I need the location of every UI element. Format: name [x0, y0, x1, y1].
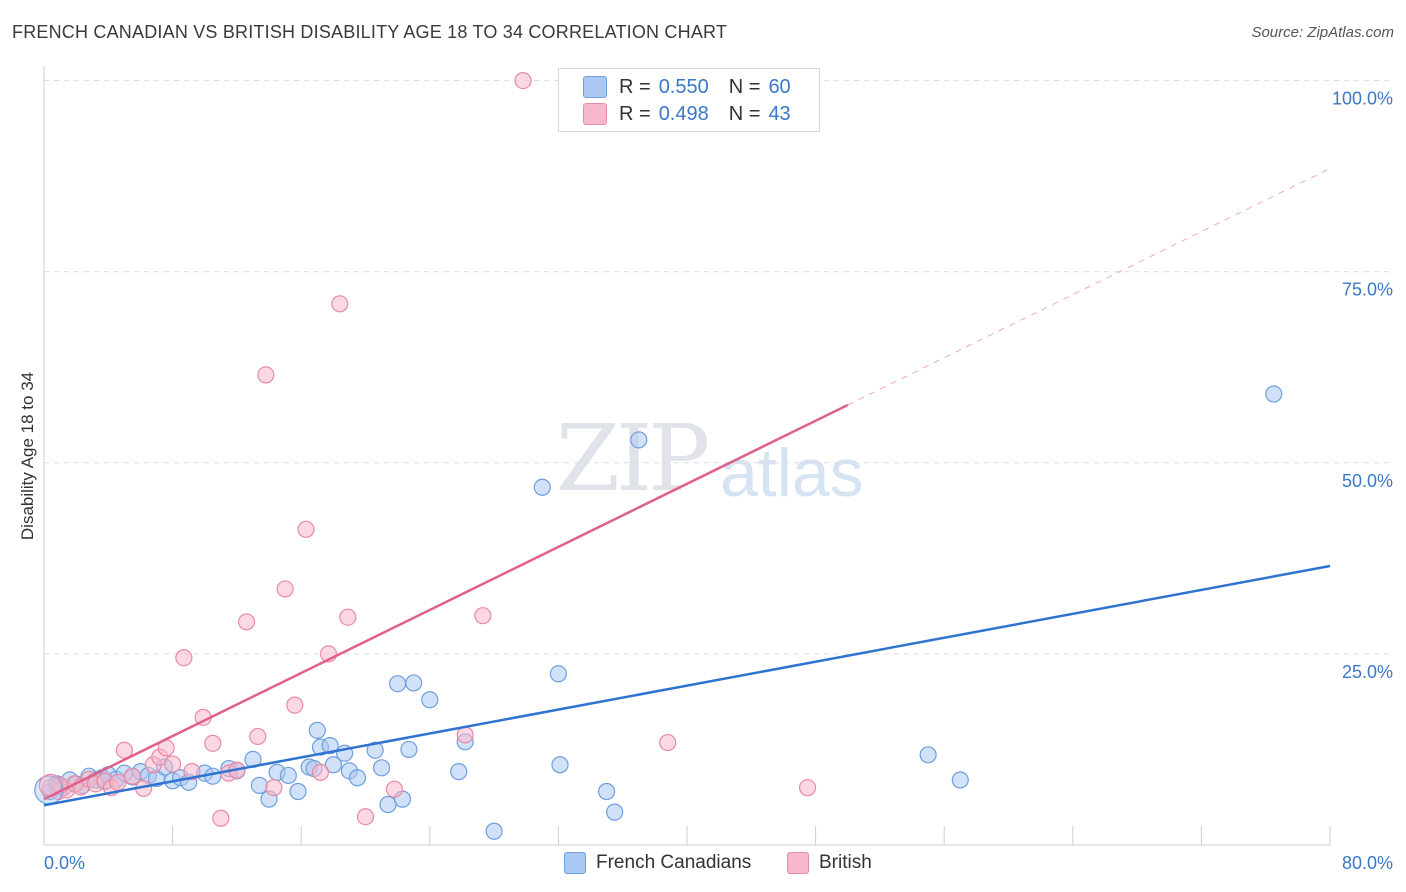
french-point-49	[485, 822, 503, 840]
british-point-30	[297, 520, 315, 538]
french-legend-label: French Canadians	[596, 852, 752, 873]
french-n-value: 60	[768, 75, 791, 98]
y-tick-label-75: 75.0%	[1342, 280, 1393, 300]
y-tick-label-50: 50.0%	[1342, 471, 1393, 491]
british-point-18	[183, 763, 201, 781]
french-point-29	[289, 782, 307, 801]
british-point-28	[276, 580, 294, 598]
french-point-58	[1265, 385, 1283, 403]
french-legend-swatch	[564, 852, 586, 874]
x-tick-label-max: 80.0%	[1342, 853, 1393, 873]
british-legend-swatch	[787, 852, 809, 874]
british-trend-line	[43, 403, 849, 801]
legend-row-french: R = 0.550 N = 60	[583, 75, 791, 99]
british-r-value: 0.498	[658, 102, 709, 125]
british-point-34	[339, 608, 357, 626]
british-point-31	[311, 763, 330, 781]
french-n-label: N =	[728, 75, 761, 98]
british-point-17	[175, 649, 193, 667]
french-point-53	[598, 782, 616, 801]
french-r-label: R =	[619, 75, 651, 98]
british-trend-extension	[847, 168, 1331, 406]
french-point-54	[606, 803, 624, 821]
french-point-47	[450, 763, 468, 781]
british-point-41	[798, 779, 817, 797]
watermark-zip: ZIP	[556, 405, 710, 512]
french-trend-line	[43, 564, 1331, 807]
british-point-40	[659, 733, 677, 752]
french-point-25	[250, 776, 269, 794]
british-point-9	[109, 773, 127, 791]
british-point-29	[286, 696, 304, 714]
british-point-26	[257, 366, 275, 384]
british-point-25	[249, 727, 267, 746]
watermark-atlas: atlas	[720, 435, 864, 511]
british-point-27	[265, 779, 283, 797]
british-point-36	[385, 780, 404, 798]
british-point-20	[204, 734, 222, 752]
british-swatch	[583, 103, 607, 125]
french-r-value: 0.550	[658, 75, 709, 98]
chart-title: FRENCH CANADIAN VS BRITISH DISABILITY AG…	[12, 22, 728, 42]
stats-legend: R = 0.550 N = 60 R = 0.498 N = 43	[558, 68, 820, 132]
french-point-41	[379, 795, 397, 814]
french-point-32	[308, 721, 326, 739]
french-point-52	[551, 756, 569, 774]
british-legend-label: British	[819, 852, 872, 873]
british-r-label: R =	[619, 102, 651, 125]
legend-item-british: British	[787, 852, 872, 874]
british-point-16	[164, 755, 182, 773]
french-point-50	[533, 478, 551, 496]
british-point-39	[514, 71, 532, 90]
y-tick-label-100: 100.0%	[1332, 89, 1393, 109]
french-point-45	[405, 674, 423, 692]
french-point-34	[321, 737, 339, 755]
british-n-label: N =	[728, 102, 761, 125]
french-point-28	[279, 766, 297, 785]
british-point-37	[456, 726, 474, 744]
british-point-21	[212, 809, 230, 827]
british-n-value: 43	[768, 102, 791, 125]
series-legend: French Canadians British	[0, 852, 1406, 876]
french-point-57	[951, 771, 969, 789]
french-point-51	[549, 665, 568, 683]
british-point-24	[237, 613, 256, 631]
british-point-38	[474, 607, 492, 625]
french-point-38	[348, 769, 367, 787]
french-swatch	[583, 76, 607, 98]
french-point-55	[630, 431, 648, 449]
british-point-35	[356, 808, 375, 826]
x-tick-label-min: 0.0%	[44, 853, 85, 873]
french-point-46	[421, 691, 439, 709]
legend-row-british: R = 0.498 N = 43	[583, 102, 791, 126]
british-point-10	[115, 741, 133, 759]
french-point-44	[400, 740, 418, 759]
french-point-39	[366, 741, 384, 759]
french-point-21	[204, 767, 222, 785]
british-point-33	[331, 295, 349, 313]
french-point-42	[389, 675, 407, 693]
source-note: Source: ZipAtlas.com	[1251, 24, 1394, 41]
british-point-11	[123, 767, 142, 785]
legend-item-french: French Canadians	[564, 852, 751, 874]
french-point-35	[324, 756, 342, 774]
y-tick-label-25: 25.0%	[1342, 662, 1393, 682]
french-point-40	[372, 759, 391, 777]
french-point-56	[919, 746, 937, 764]
